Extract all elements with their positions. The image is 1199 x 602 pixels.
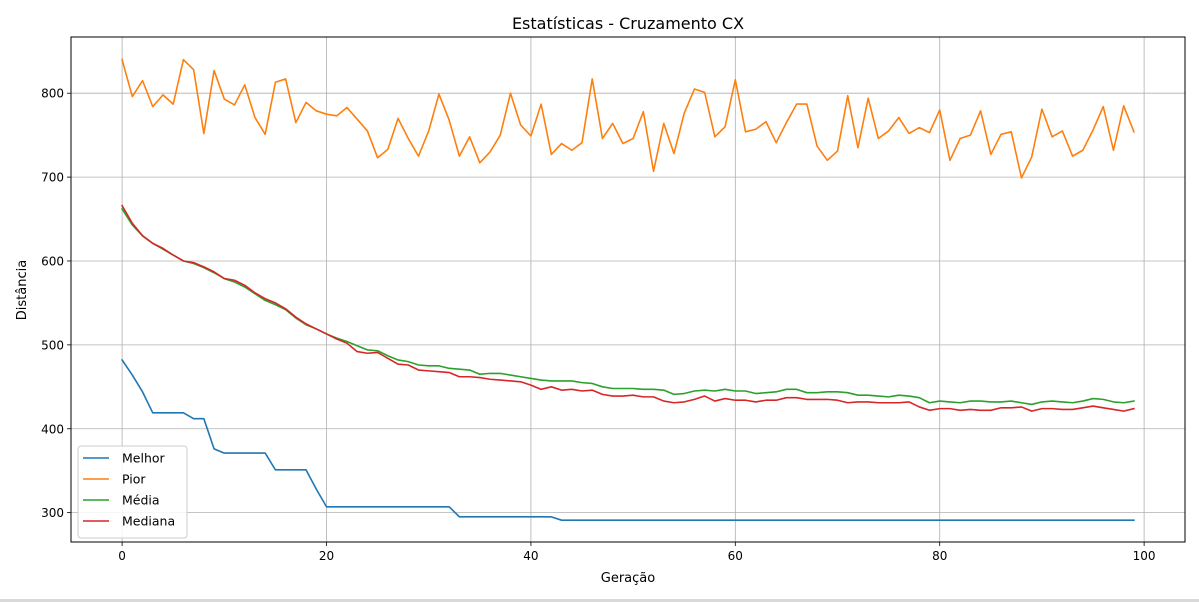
legend: Melhor Pior Média Mediana [77, 445, 188, 539]
legend-label: Melhor [122, 451, 166, 466]
x-tick-label: 40 [523, 549, 538, 563]
legend-box [77, 445, 188, 539]
x-tick-label: 0 [118, 549, 126, 563]
legend-label: Média [122, 493, 160, 508]
series-line-melhor [120, 358, 1135, 521]
y-tick-label: 700 [41, 171, 64, 185]
axis-ticks: 0 20 40 60 80 100 300 400 500 600 700 800 [41, 87, 1155, 563]
legend-label: Pior [122, 472, 146, 487]
x-axis-label: Geração [601, 571, 655, 586]
series-line-mediana [121, 204, 1135, 412]
x-tick-label: 60 [728, 549, 743, 563]
y-axis-label: Distância [15, 260, 30, 320]
x-tick-label: 20 [319, 549, 334, 563]
series-line-pior [121, 58, 1135, 179]
y-tick-label: 300 [41, 506, 64, 520]
y-tick-label: 400 [41, 422, 64, 436]
plot-frame [70, 36, 1186, 543]
series-lines [120, 58, 1135, 521]
x-tick-label: 80 [932, 549, 947, 563]
grid-lines [71, 37, 1185, 542]
y-tick-label: 600 [41, 254, 64, 268]
chart-title: Estatísticas - Cruzamento CX [512, 14, 744, 33]
y-tick-label: 500 [41, 338, 64, 352]
legend-label: Mediana [122, 514, 175, 529]
window-bottom-edge [0, 599, 1199, 602]
x-tick-label: 100 [1133, 549, 1156, 563]
y-tick-label: 800 [41, 87, 64, 101]
